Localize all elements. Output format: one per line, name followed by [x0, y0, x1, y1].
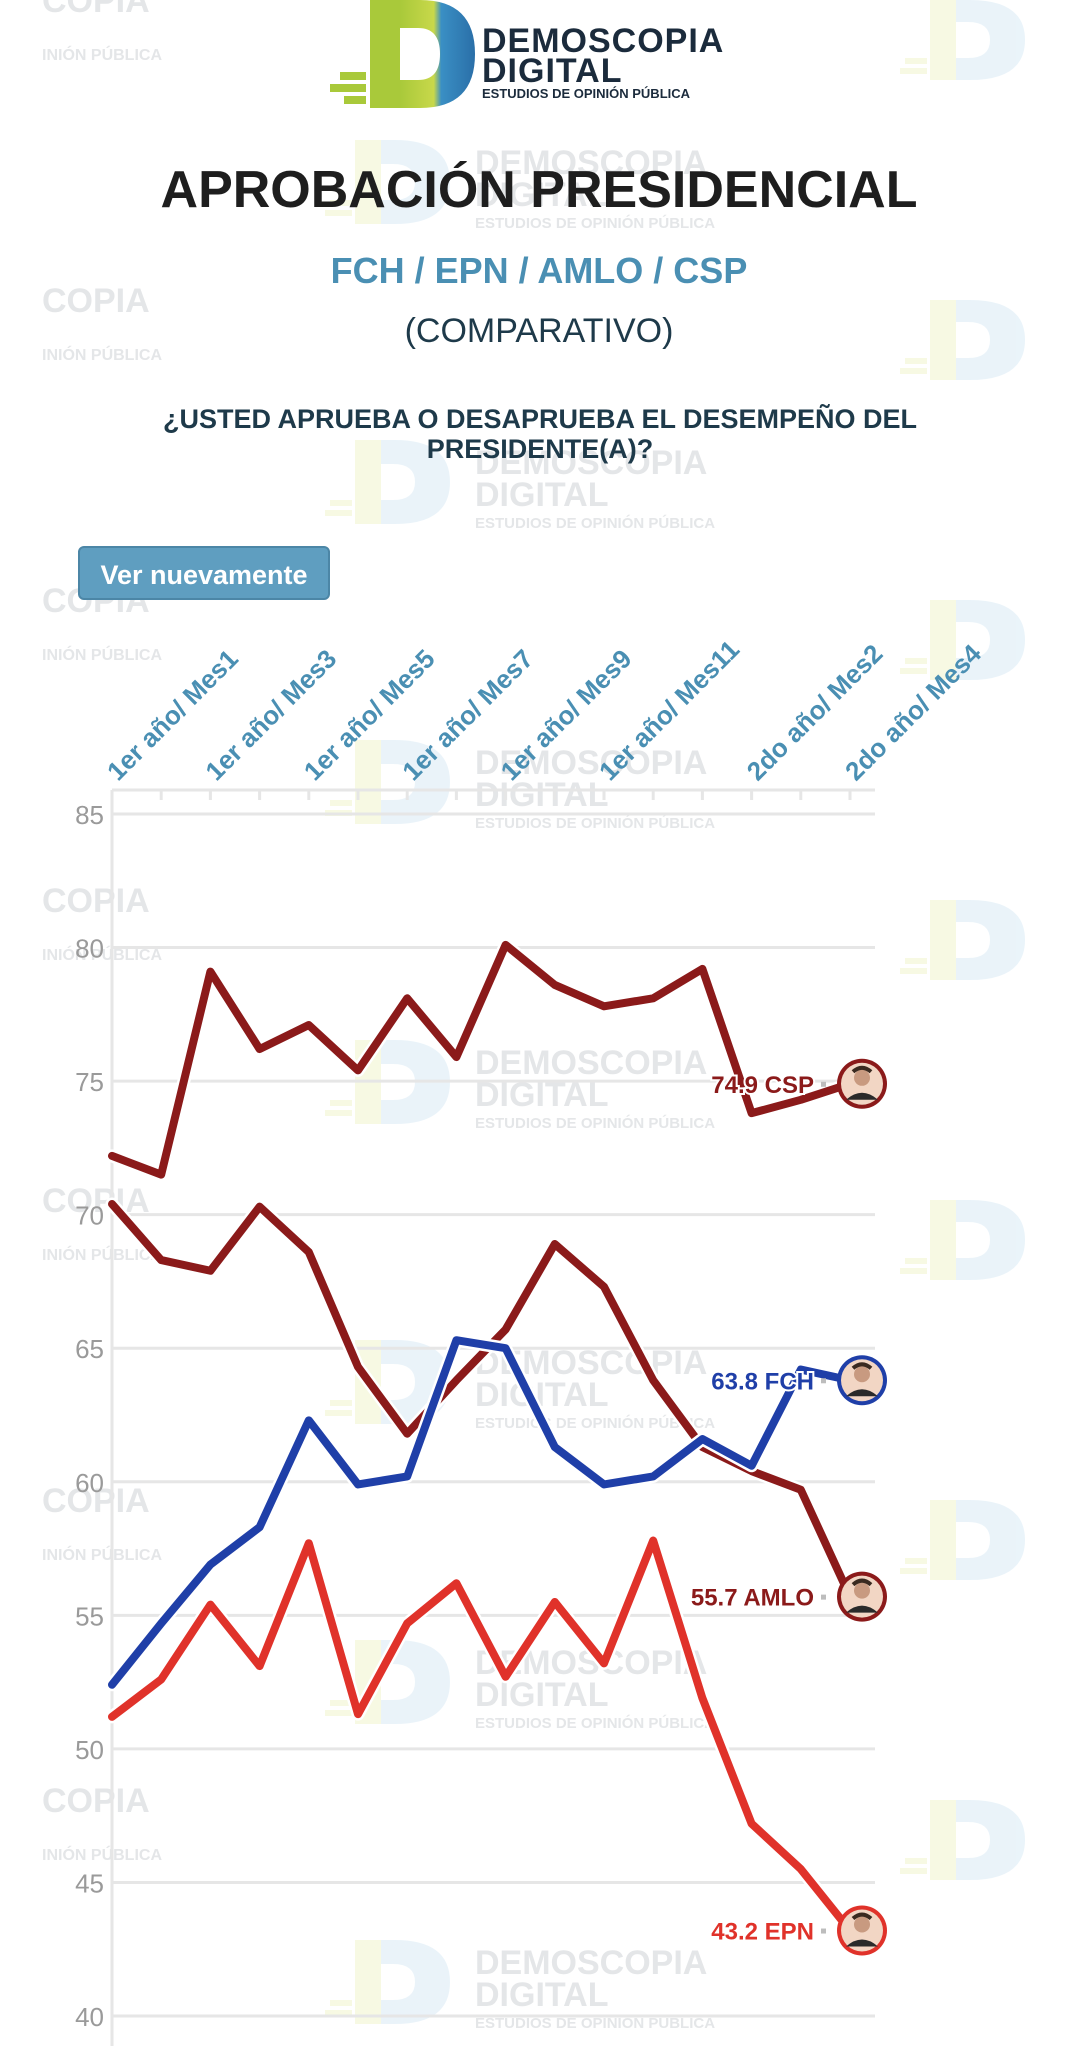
watermark-opinion: INIÓN PÚBLICA [42, 45, 162, 64]
brand-name-line1: DEMOSCOPIA [482, 22, 725, 60]
series-end-dot [821, 1928, 826, 1934]
series-halo-csp [105, 938, 857, 1182]
watermark-tagline: ESTUDIOS DE OPINIÓN PÚBLICA [475, 1714, 715, 1732]
watermark-tagline: ESTUDIOS DE OPINIÓN PÚBLICA [475, 814, 715, 832]
replay-button[interactable]: Ver nuevamente [78, 546, 330, 600]
watermark-opinion: INIÓN PÚBLICA [42, 345, 162, 364]
series-end-dot [821, 1081, 826, 1087]
watermark-copia: COPIA [42, 1482, 150, 1520]
series-end-dot [821, 1594, 826, 1600]
watermark-name2: DIGITAL [475, 476, 608, 514]
y-tick-label: 70 [75, 1201, 104, 1231]
y-tick-label: 80 [75, 934, 104, 964]
series-end-label-epn: 43.2 EPN [711, 1919, 814, 1946]
watermark-logo-icon [900, 1500, 1025, 1580]
watermark-logo-icon [900, 1200, 1025, 1280]
watermark-logo-icon [900, 600, 1025, 680]
y-tick-label: 55 [75, 1601, 104, 1631]
watermark-name2: DIGITAL [475, 776, 608, 814]
watermark-name1: DEMOSCOPIA [475, 444, 707, 482]
watermark-opinion: INIÓN PÚBLICA [42, 945, 162, 964]
brand-name-line2: DIGITAL [482, 52, 623, 90]
series-end-label-amlo: 55.7 AMLO [691, 1585, 814, 1612]
watermark-logo-icon [325, 740, 450, 824]
series-line-csp [108, 940, 854, 1179]
y-tick-label: 65 [75, 1334, 104, 1364]
series-end-dot [821, 1378, 826, 1384]
survey-question: ¿USTED APRUEBA O DESAPRUEBA EL DESEMPEÑO… [162, 404, 918, 464]
y-tick-label: 60 [75, 1468, 104, 1498]
watermark-copia: COPIA [42, 882, 150, 920]
brand-tagline: ESTUDIOS DE OPINIÓN PÚBLICA [482, 86, 691, 101]
watermark-name1: DEMOSCOPIA [475, 1044, 707, 1082]
series-end-label-fch: 63.8 FCH [711, 1368, 814, 1395]
watermark-logo-icon [325, 1940, 450, 2024]
watermark-opinion: INIÓN PÚBLICA [42, 1845, 162, 1864]
avatar-icon-amlo [837, 1571, 887, 1622]
y-tick-label: 45 [75, 1868, 104, 1898]
chart-title: APROBACIÓN PRESIDENCIAL [160, 161, 918, 219]
watermark-logo-icon [325, 140, 450, 224]
watermark-logo-icon [325, 440, 450, 524]
chart-note: (COMPARATIVO) [404, 312, 674, 350]
series-end-label-csp: 74.9 CSP [711, 1072, 814, 1099]
watermark-logo-icon [900, 1800, 1025, 1880]
series-halo-amlo [105, 1197, 857, 1604]
avatar-icon-csp [837, 1058, 887, 1109]
watermark-logo-icon [900, 900, 1025, 980]
logo-mark-icon [330, 0, 475, 108]
watermark-copia: COPIA [42, 1782, 150, 1820]
series-line-epn [108, 1536, 854, 1935]
watermark-copia: COPIA [42, 0, 150, 20]
watermark-opinion: INIÓN PÚBLICA [42, 1545, 162, 1564]
watermark-opinion: INIÓN PÚBLICA [42, 645, 162, 664]
watermark-copia: COPIA [42, 282, 150, 320]
y-tick-label: 40 [75, 2002, 104, 2032]
watermark-name1: DEMOSCOPIA [475, 1944, 707, 1982]
watermark-name1: DEMOSCOPIA [475, 744, 707, 782]
avatar-icon-fch [837, 1355, 887, 1406]
y-tick-label: 85 [75, 800, 104, 830]
y-tick-label: 75 [75, 1067, 104, 1097]
watermark-name2: DIGITAL [475, 1676, 608, 1714]
watermark-logo-icon [900, 0, 1025, 80]
watermark-opinion: INIÓN PÚBLICA [42, 1245, 162, 1264]
avatar-icon-epn [837, 1905, 887, 1956]
watermark-name2: DIGITAL [475, 176, 608, 214]
watermark-tagline: ESTUDIOS DE OPINIÓN PÚBLICA [475, 214, 715, 232]
brand-logo: DEMOSCOPIA DIGITAL ESTUDIOS DE OPINIÓN P… [330, 0, 730, 110]
chart-subtitle: FCH / EPN / AMLO / CSP [330, 250, 748, 291]
watermark-name1: DEMOSCOPIA [475, 144, 707, 182]
watermark-name2: DIGITAL [475, 1976, 608, 2014]
y-tick-label: 50 [75, 1735, 104, 1765]
watermark-tagline: ESTUDIOS DE OPINIÓN PÚBLICA [475, 514, 715, 532]
series-line-fch [108, 1336, 854, 1689]
watermark-tagline: ESTUDIOS DE OPINIÓN PÚBLICA [475, 1114, 715, 1132]
watermark-tagline: ESTUDIOS DE OPINIÓN PÚBLICA [475, 2014, 715, 2032]
watermark-logo-icon [900, 300, 1025, 380]
